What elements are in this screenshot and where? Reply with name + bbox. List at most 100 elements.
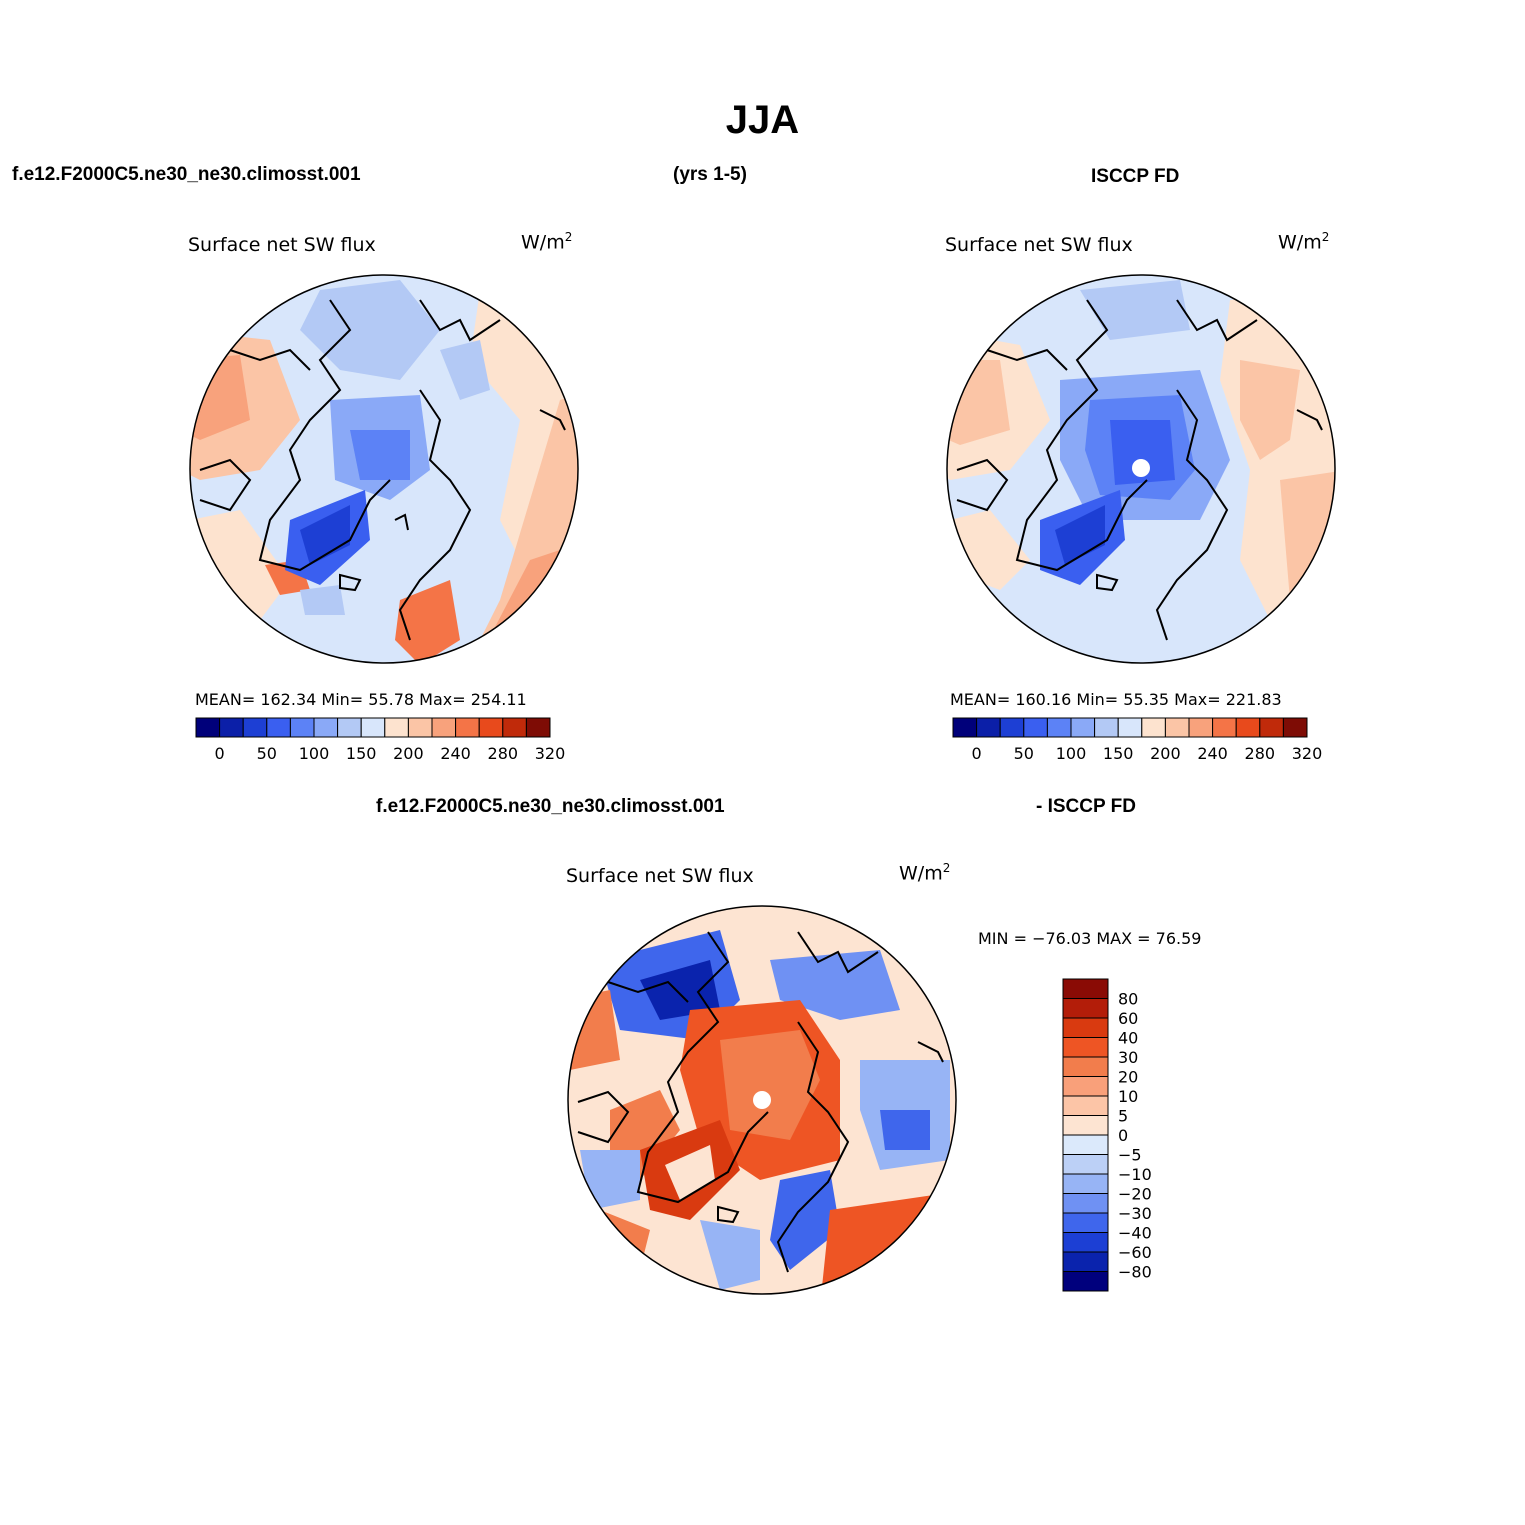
colorbar-swatch xyxy=(1062,1056,1109,1077)
colorbar-swatch xyxy=(1062,1076,1109,1097)
colorbar-tick-label: 20 xyxy=(1118,1068,1138,1087)
colorbar-swatch xyxy=(431,717,457,738)
colorbar-swatch xyxy=(1188,717,1214,738)
obs-stats: MEAN= 160.16 Min= 55.35 Max= 221.83 xyxy=(950,690,1282,709)
colorbar-swatch xyxy=(1062,1212,1109,1233)
colorbar-tick-label: −20 xyxy=(1118,1185,1152,1204)
colorbar-tick-label: 50 xyxy=(1014,744,1034,763)
colorbar-swatch xyxy=(289,717,315,738)
colorbar-swatch xyxy=(1212,717,1237,738)
colorbar-swatch xyxy=(1062,978,1109,999)
colorbar-tick-label: 200 xyxy=(393,744,424,763)
colorbar-swatch xyxy=(1062,1095,1109,1116)
colorbar-tick-label: 240 xyxy=(440,744,471,763)
colorbar-swatch xyxy=(1282,717,1308,738)
colorbar-tick-label: 40 xyxy=(1118,1029,1138,1048)
colorbar-tick-label: 80 xyxy=(1118,990,1138,1009)
colorbar-swatch xyxy=(1062,1115,1109,1136)
colorbar-tick-label: −60 xyxy=(1118,1243,1152,1262)
colorbar-tick-label: 320 xyxy=(535,744,566,763)
colorbar-swatch xyxy=(1235,717,1261,738)
map-model xyxy=(189,274,579,664)
colorbar-tick-label: −5 xyxy=(1118,1146,1142,1165)
model-variable-label: Surface net SW flux xyxy=(188,234,376,256)
colorbar-tick-label: 100 xyxy=(1056,744,1087,763)
colorbar-swatch xyxy=(407,717,433,738)
colorbar-swatch xyxy=(1062,1251,1109,1272)
colorbar-swatch xyxy=(1062,1271,1109,1292)
colorbar-obs: 0 50 100 150 200 240 280 320 xyxy=(952,717,1323,763)
colorbar-tick-label: 0 xyxy=(972,744,982,763)
colorbar-swatch xyxy=(999,717,1025,738)
colorbar-tick-label: −80 xyxy=(1118,1263,1152,1282)
colorbar-tick-label: 320 xyxy=(1292,744,1323,763)
colorbar-tick-label: 150 xyxy=(1103,744,1134,763)
pole-mask xyxy=(1132,459,1150,477)
colorbar-swatch xyxy=(1164,717,1190,738)
colorbar-tick-label: 0 xyxy=(1118,1126,1128,1145)
colorbar-swatch xyxy=(266,717,291,738)
map-obs xyxy=(946,274,1336,664)
colorbar-swatch xyxy=(219,717,244,738)
colorbar-swatch xyxy=(1062,1017,1109,1038)
colorbar-swatch xyxy=(455,717,480,738)
colorbar-tick-label: 100 xyxy=(299,744,330,763)
colorbar-swatch xyxy=(976,717,1001,738)
colorbar-swatch xyxy=(1062,1134,1109,1155)
colorbar-swatch xyxy=(1141,717,1166,738)
colorbar-tick-label: 280 xyxy=(1245,744,1276,763)
colorbar-swatch xyxy=(1062,1154,1109,1175)
colorbar-tick-label: 0 xyxy=(215,744,225,763)
obs-variable-label: Surface net SW flux xyxy=(945,234,1133,256)
model-stats: MEAN= 162.34 Min= 55.78 Max= 254.11 xyxy=(195,690,527,709)
colorbar-swatch xyxy=(360,717,386,738)
colorbar-tick-label: 50 xyxy=(257,744,277,763)
colorbar-swatch xyxy=(478,717,504,738)
colorbar-tick-label: 240 xyxy=(1197,744,1228,763)
diff-header-right: - ISCCP FD xyxy=(1036,796,1136,817)
colorbar-swatch xyxy=(1070,717,1096,738)
colorbar-swatch xyxy=(1062,1173,1109,1194)
colorbar-swatch xyxy=(1062,1193,1109,1214)
colorbar-swatch xyxy=(1117,717,1143,738)
colorbar-tick-label: 150 xyxy=(346,744,377,763)
colorbar-swatch xyxy=(337,717,362,738)
pole-mask xyxy=(753,1091,771,1109)
colorbar-swatch xyxy=(384,717,409,738)
colorbar-swatch xyxy=(1046,717,1072,738)
diff-stats: MIN = −76.03 MAX = 76.59 xyxy=(978,929,1202,948)
colorbar-tick-label: −40 xyxy=(1118,1224,1152,1243)
colorbar-swatch xyxy=(1062,1037,1109,1058)
colorbar-model: 0 50 100 150 200 240 280 320 xyxy=(195,717,566,763)
colorbar-swatch xyxy=(195,717,221,738)
obs-units-label: W/m2 xyxy=(1278,230,1330,254)
colorbar-tick-label: −30 xyxy=(1118,1204,1152,1223)
colorbar-swatch xyxy=(525,717,551,738)
colorbar-swatch xyxy=(952,717,978,738)
colorbar-tick-label: −10 xyxy=(1118,1165,1152,1184)
diff-units-label: W/m2 xyxy=(899,861,951,885)
colorbar-tick-label: 200 xyxy=(1150,744,1181,763)
diff-variable-label: Surface net SW flux xyxy=(566,865,754,887)
colorbar-swatch xyxy=(1062,998,1109,1019)
colorbar-swatch xyxy=(1094,717,1119,738)
years-header: (yrs 1-5) xyxy=(673,164,747,185)
colorbar-swatch xyxy=(1062,1232,1109,1253)
obs-header: ISCCP FD xyxy=(1091,166,1180,187)
colorbar-tick-label: 280 xyxy=(488,744,519,763)
colorbar-swatch xyxy=(1259,717,1284,738)
diff-header-left: f.e12.F2000C5.ne30_ne30.climosst.001 xyxy=(376,796,725,817)
colorbar-tick-label: 10 xyxy=(1118,1087,1138,1106)
model-units-label: W/m2 xyxy=(521,230,573,254)
colorbar-swatch xyxy=(242,717,268,738)
colorbar-tick-label: 5 xyxy=(1118,1107,1128,1126)
model-case-header: f.e12.F2000C5.ne30_ne30.climosst.001 xyxy=(12,164,361,185)
colorbar-swatch xyxy=(313,717,339,738)
colorbar-swatch xyxy=(1023,717,1048,738)
map-diff xyxy=(567,905,957,1295)
figure-title: JJA xyxy=(725,98,800,142)
colorbar-tick-label: 30 xyxy=(1118,1048,1138,1067)
colorbar-tick-label: 60 xyxy=(1118,1009,1138,1028)
colorbar-swatch xyxy=(502,717,527,738)
